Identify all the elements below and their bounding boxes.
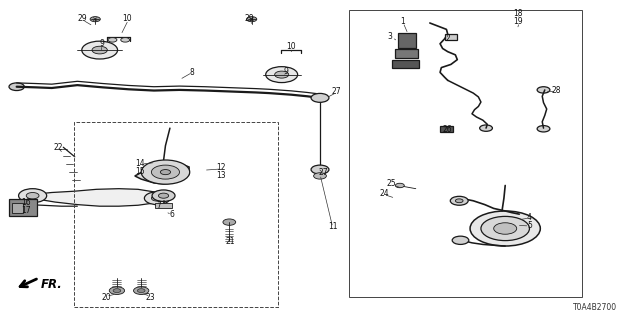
Circle shape <box>108 38 117 42</box>
Text: 20: 20 <box>101 293 111 302</box>
Circle shape <box>141 160 189 184</box>
Text: 21: 21 <box>226 237 236 246</box>
Bar <box>440 126 453 132</box>
Circle shape <box>481 216 529 241</box>
Circle shape <box>82 41 118 59</box>
Text: 10: 10 <box>287 42 296 52</box>
Bar <box>12 203 23 212</box>
Text: 24: 24 <box>379 189 388 198</box>
Circle shape <box>138 289 145 292</box>
Text: 13: 13 <box>216 171 226 180</box>
Circle shape <box>470 211 540 246</box>
Text: 28: 28 <box>552 86 561 95</box>
Text: 27: 27 <box>318 168 328 177</box>
Text: 4: 4 <box>527 213 532 222</box>
Text: 8: 8 <box>190 68 195 77</box>
Circle shape <box>314 173 326 179</box>
Bar <box>155 203 173 208</box>
Bar <box>398 33 416 49</box>
Text: 7: 7 <box>157 201 161 210</box>
Text: 11: 11 <box>328 222 337 231</box>
Text: 10: 10 <box>122 14 132 23</box>
Text: 12: 12 <box>216 164 226 172</box>
Text: 23: 23 <box>146 293 156 302</box>
Circle shape <box>19 189 47 203</box>
Circle shape <box>9 83 24 91</box>
Bar <box>9 199 37 216</box>
Text: 29: 29 <box>77 14 87 23</box>
Text: 26: 26 <box>443 125 452 134</box>
Circle shape <box>159 193 169 198</box>
Text: 3: 3 <box>388 32 393 41</box>
Text: 25: 25 <box>387 180 396 188</box>
Circle shape <box>92 46 108 54</box>
Circle shape <box>145 192 170 204</box>
Text: 17: 17 <box>21 205 31 214</box>
Circle shape <box>493 223 516 234</box>
Text: 22: 22 <box>53 143 63 152</box>
Text: 19: 19 <box>513 17 523 26</box>
Text: 14: 14 <box>135 159 145 168</box>
Circle shape <box>396 183 404 188</box>
Text: T0A4B2700: T0A4B2700 <box>573 303 617 312</box>
Text: 15: 15 <box>135 167 145 176</box>
Bar <box>74 122 278 307</box>
Circle shape <box>152 196 163 201</box>
Circle shape <box>90 17 100 22</box>
Circle shape <box>266 67 298 83</box>
Bar <box>392 60 419 68</box>
Circle shape <box>134 287 149 294</box>
Circle shape <box>275 71 289 78</box>
Circle shape <box>537 125 550 132</box>
Text: 9: 9 <box>283 67 288 76</box>
Text: 27: 27 <box>331 87 340 96</box>
Polygon shape <box>135 162 189 184</box>
Circle shape <box>109 287 125 294</box>
Bar <box>349 10 582 297</box>
Text: 16: 16 <box>21 197 31 206</box>
Text: 1: 1 <box>401 17 405 26</box>
Circle shape <box>246 17 257 22</box>
Circle shape <box>223 219 236 225</box>
Circle shape <box>113 289 121 292</box>
Circle shape <box>152 165 179 179</box>
Circle shape <box>152 190 175 201</box>
Bar <box>396 49 418 58</box>
Circle shape <box>537 87 550 93</box>
Circle shape <box>121 38 130 42</box>
Circle shape <box>456 199 463 203</box>
Text: 29: 29 <box>245 14 255 23</box>
Circle shape <box>452 236 468 244</box>
Circle shape <box>311 165 329 174</box>
Text: 9: 9 <box>99 39 104 48</box>
Text: 2: 2 <box>445 35 450 44</box>
Circle shape <box>479 125 492 131</box>
Polygon shape <box>23 189 161 206</box>
Text: 5: 5 <box>527 221 532 230</box>
Text: FR.: FR. <box>40 278 62 292</box>
Circle shape <box>161 170 171 175</box>
Circle shape <box>451 196 468 205</box>
Text: 18: 18 <box>513 9 523 18</box>
Bar <box>445 34 458 40</box>
Circle shape <box>26 193 39 199</box>
Text: 6: 6 <box>170 210 174 219</box>
Circle shape <box>311 93 329 102</box>
